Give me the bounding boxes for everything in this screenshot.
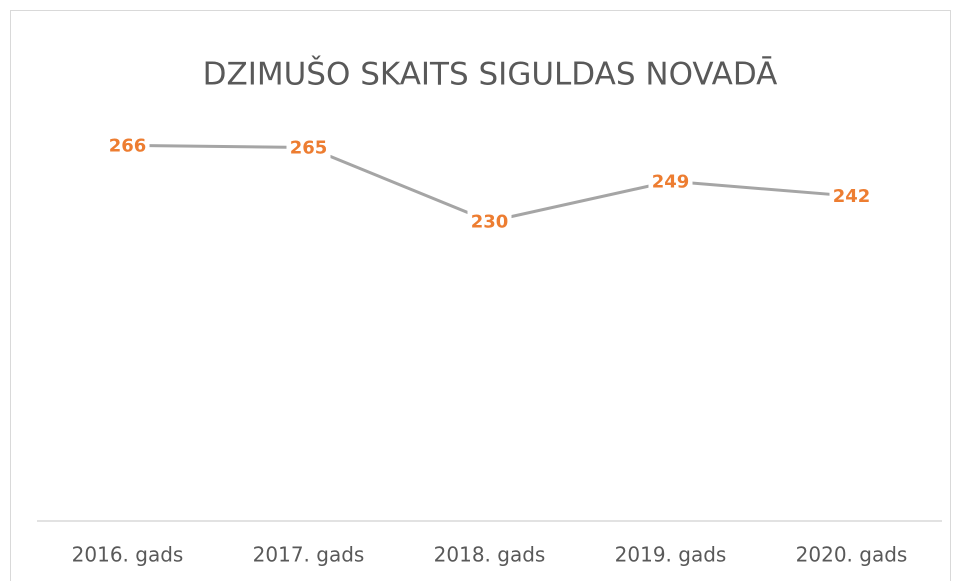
- x-tick-label: 2016. gads: [72, 543, 184, 567]
- x-tick-label: 2017. gads: [253, 543, 365, 567]
- data-label: 265: [290, 138, 328, 159]
- data-label: 230: [471, 211, 509, 232]
- label-background: [829, 184, 874, 209]
- chart-frame: [10, 10, 951, 581]
- data-label: 249: [652, 171, 690, 192]
- x-tick-label: 2018. gads: [434, 543, 546, 567]
- data-label: 266: [109, 135, 147, 156]
- x-tick-label: 2020. gads: [796, 543, 908, 567]
- x-tick-label: 2019. gads: [615, 543, 727, 567]
- label-background: [286, 135, 331, 160]
- label-background: [467, 209, 512, 234]
- data-label: 242: [833, 186, 871, 207]
- label-background: [105, 133, 150, 158]
- chart-title: DZIMUŠO SKAITS SIGULDAS NOVADĀ: [203, 56, 778, 93]
- label-background: [648, 169, 693, 194]
